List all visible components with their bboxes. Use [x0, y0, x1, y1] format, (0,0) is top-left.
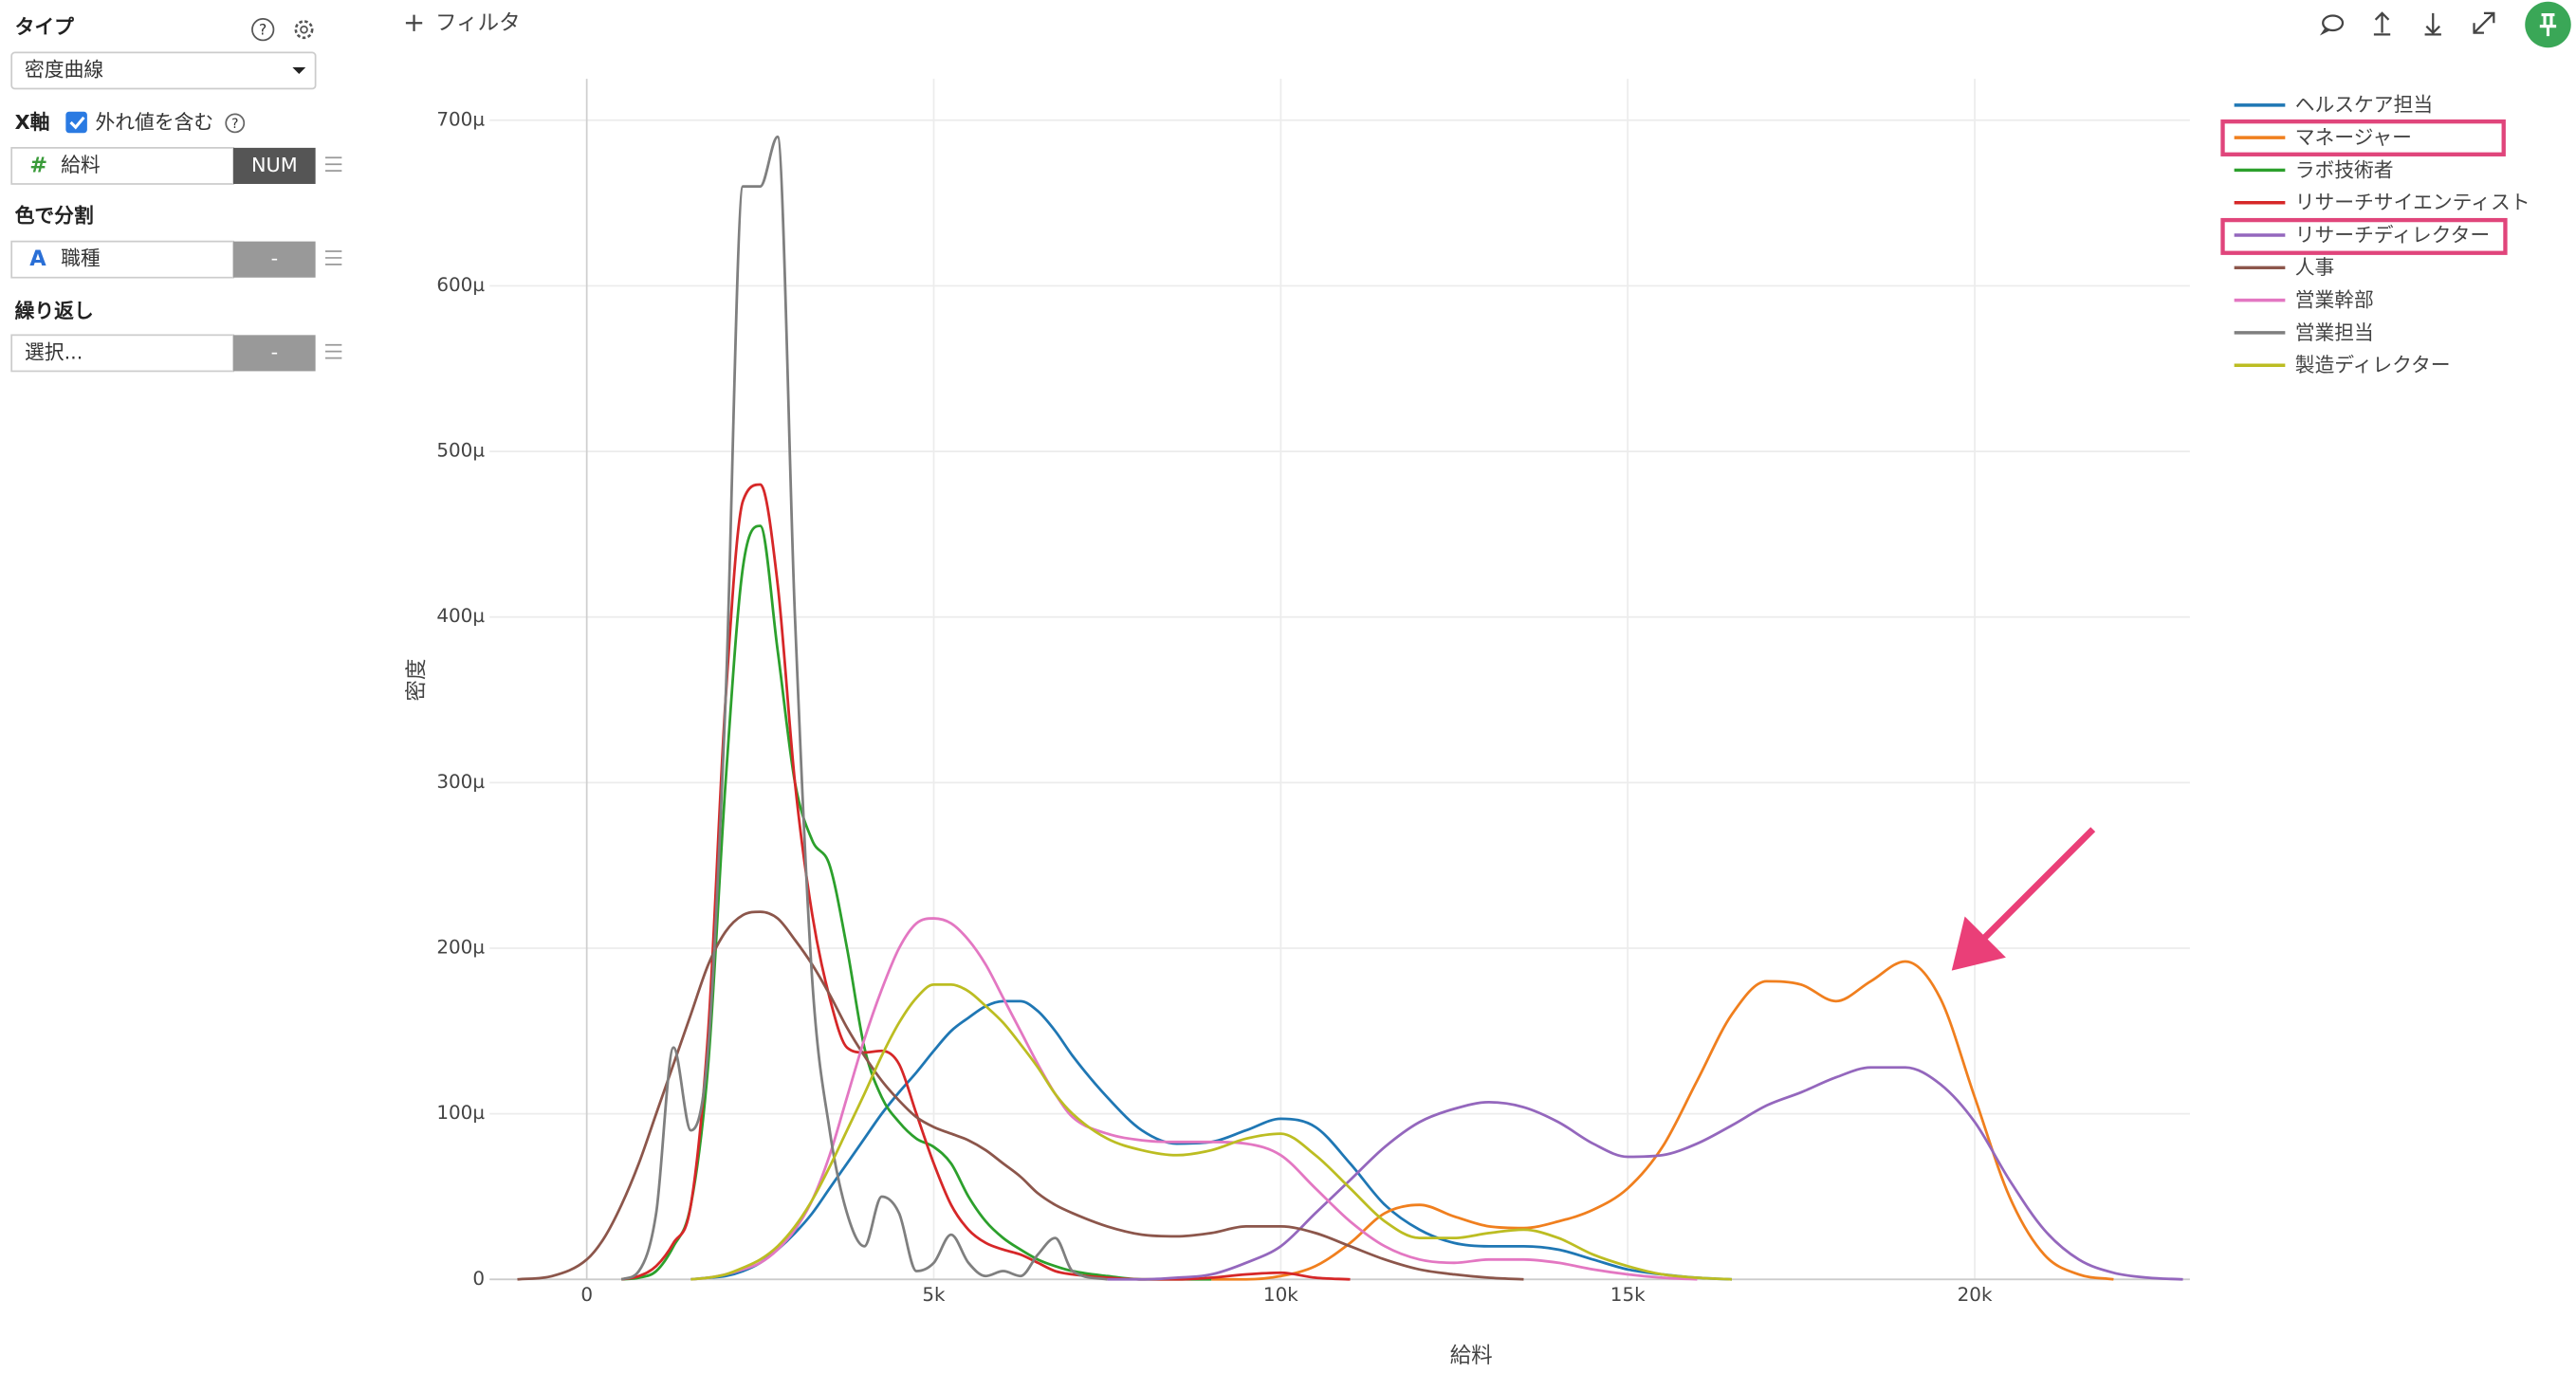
x-tick-label: 0 [580, 1284, 593, 1306]
legend-label: 営業担当 [2295, 321, 2374, 344]
x-tick-label: 15k [1610, 1284, 1646, 1306]
toolbar-icons [2319, 11, 2495, 36]
sidebar: タイプ ? 密度曲線 X軸 外れ値を含む ? # 給料 NUM 色で分割 A 職… [10, 15, 342, 373]
repeat-field[interactable]: 選択... - [10, 334, 316, 373]
x-tick-label: 5k [922, 1284, 946, 1306]
legend-label: リサーチディレクター [2295, 224, 2490, 247]
y-tick-label: 500µ [436, 440, 485, 462]
type-label: タイプ [15, 15, 75, 38]
settings-icon[interactable] [294, 20, 314, 40]
help-icon[interactable]: ? [251, 18, 275, 42]
x-field[interactable]: # 給料 NUM [10, 147, 316, 185]
legend-label: ヘルスケア担当 [2295, 94, 2433, 117]
num-icon: # [29, 153, 47, 177]
outlier-checkbox[interactable] [65, 111, 87, 134]
outlier-label: 外れ値を含む [96, 111, 214, 134]
density-line [1107, 1066, 2183, 1281]
help-glyph: ? [231, 117, 238, 132]
y-tick-label: 300µ [436, 771, 485, 793]
help-icon[interactable]: ? [225, 113, 246, 134]
density-line [690, 999, 1733, 1281]
repeat-field-name: 選択... [25, 340, 83, 363]
plot-area: 0 100µ 200µ 300µ 400µ 500µ 600µ 700µ 0 5k 10k 15k 20… [405, 79, 2530, 1368]
color-field-name: 職種 [61, 247, 101, 270]
color-field[interactable]: A 職種 - [10, 240, 316, 279]
y-tick-label: 100µ [436, 1102, 485, 1124]
annotation-arrow [1951, 827, 2096, 971]
density-line [690, 983, 1733, 1281]
x-axis-title: 給料 [1450, 1344, 1493, 1368]
x-tick-label: 10k [1263, 1284, 1298, 1306]
density-line [620, 483, 1351, 1281]
density-line [621, 524, 1212, 1281]
legend-label: 営業幹部 [2295, 288, 2374, 311]
y-tick-label: 700µ [436, 108, 485, 130]
density-line [517, 910, 1524, 1281]
repeat-sort: - [271, 340, 279, 363]
y-tick-label: 200µ [436, 936, 485, 958]
pin-button[interactable] [2525, 1, 2571, 48]
legend-label: 人事 [2295, 256, 2335, 279]
y-tick-label: 0 [472, 1268, 485, 1290]
comment-icon[interactable] [2319, 14, 2345, 36]
y-tick-label: 600µ [436, 274, 485, 296]
highlight-box [2220, 119, 2506, 156]
x-axis-label: X軸 [15, 111, 50, 134]
y-tick-label: 400µ [436, 605, 485, 627]
drag-handle[interactable] [325, 156, 342, 172]
upload-icon[interactable] [2373, 11, 2391, 36]
drag-handle[interactable] [325, 343, 342, 359]
density-line [620, 135, 1108, 1281]
y-axis-title: 密度 [405, 659, 430, 702]
legend-label: 製造ディレクター [2295, 354, 2451, 376]
highlight-box [2220, 217, 2508, 255]
text-icon: A [29, 247, 46, 271]
x-field-kind: NUM [251, 154, 298, 176]
x-field-name: 給料 [61, 154, 101, 176]
color-label: 色で分割 [15, 205, 94, 228]
legend-label: マネージャー [2295, 126, 2412, 149]
x-tick-label: 20k [1958, 1284, 1993, 1306]
color-sort: - [271, 247, 279, 270]
legend-label: ラボ技術者 [2295, 158, 2394, 181]
filter-label: フィルタ [435, 11, 521, 36]
repeat-label: 繰り返し [15, 300, 94, 322]
download-icon[interactable] [2424, 12, 2441, 36]
drag-handle[interactable] [325, 250, 342, 265]
type-value: 密度曲線 [25, 58, 103, 81]
type-dropdown[interactable]: 密度曲線 [10, 51, 317, 90]
density-line [1211, 960, 2114, 1281]
help-glyph: ? [259, 22, 267, 39]
legend-label: リサーチサイエンティスト [2295, 192, 2530, 214]
filter-button[interactable]: フィルタ [405, 11, 521, 36]
expand-icon[interactable] [2473, 11, 2495, 34]
